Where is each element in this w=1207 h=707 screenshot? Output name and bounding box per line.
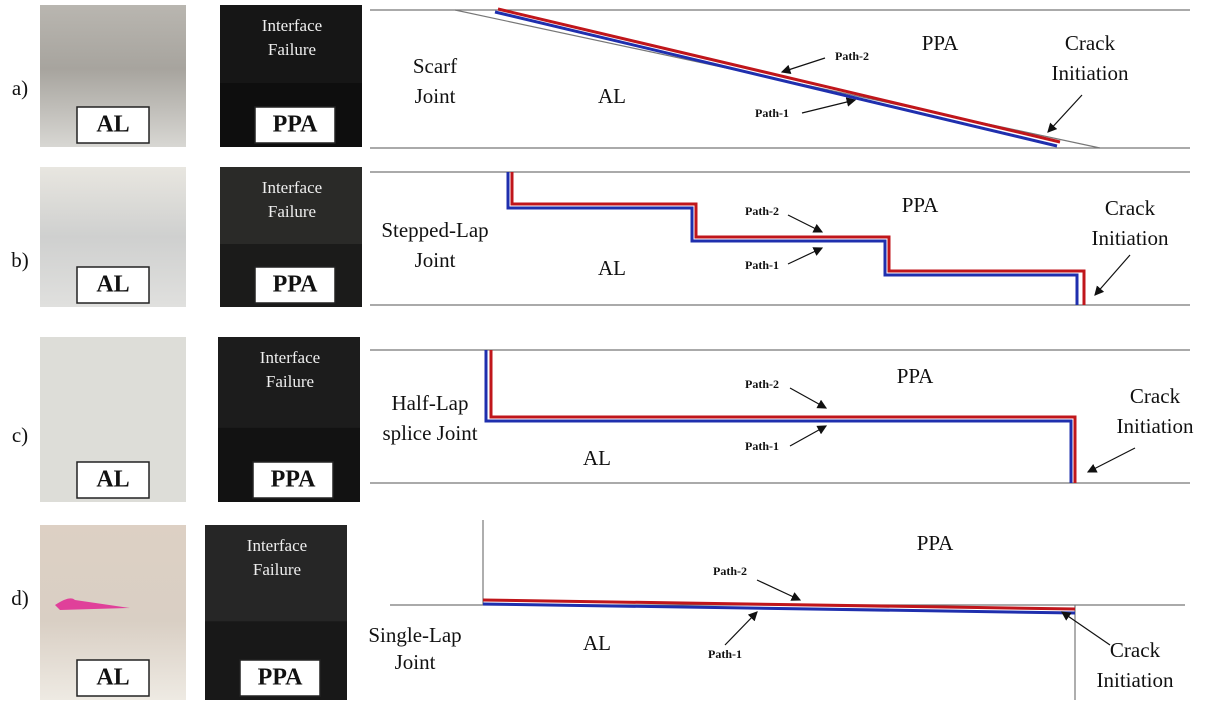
failure-label: Failure [268, 40, 316, 59]
panel-label: a) [12, 76, 28, 100]
arrow [802, 100, 855, 113]
panel: AL PPA Interface Failure a) Scarf Joint AL PPA Cr… [12, 5, 1190, 148]
photo-label: AL [96, 272, 129, 298]
arrow [725, 612, 757, 645]
failure-label: Interface [262, 178, 322, 197]
region-label: PPA [902, 193, 939, 217]
photo-label: AL [96, 665, 129, 691]
region-label: PPA [917, 531, 954, 555]
region-label: AL [598, 256, 626, 280]
joint-name: Half-Lap [392, 391, 469, 415]
crack-label: Crack [1130, 384, 1181, 408]
arrow [1048, 95, 1082, 132]
photo-label: AL [96, 467, 129, 493]
path-label: Path-1 [745, 439, 779, 453]
arrow [1095, 255, 1130, 295]
photo-label: PPA [273, 272, 319, 298]
panel: AL PPA Interface Failure d) Single-Lap Joint AL… [11, 520, 1185, 700]
path-1-line [495, 12, 1057, 146]
path-label: Path-2 [745, 377, 779, 391]
figure: AL PPA Interface Failure a) Scarf Joint AL PPA Cr… [0, 0, 1207, 707]
crack-label: Crack [1105, 196, 1156, 220]
path-2-line [498, 9, 1060, 142]
failure-label: Interface [247, 536, 307, 555]
failure-label: Failure [266, 372, 314, 391]
path-2-line [512, 172, 1084, 305]
photo-label: PPA [273, 112, 319, 138]
region-label: PPA [922, 31, 959, 55]
arrow [1088, 448, 1135, 472]
panel: AL PPA Interface Failure b) Stepped-Lap Joint A… [11, 167, 1190, 307]
arrow [790, 426, 826, 446]
joint-name: splice Joint [382, 421, 477, 445]
panel-label: b) [11, 248, 29, 272]
crack-label: Initiation [1097, 668, 1174, 692]
region-label: AL [583, 446, 611, 470]
arrow [757, 580, 800, 600]
photo-label: PPA [271, 467, 317, 493]
failure-label: Failure [253, 560, 301, 579]
joint-name: Scarf [413, 54, 457, 78]
crack-label: Initiation [1117, 414, 1194, 438]
failure-label: Interface [260, 348, 320, 367]
panel-label: d) [11, 586, 29, 610]
region-label: PPA [897, 364, 934, 388]
joint-name: Stepped-Lap [381, 218, 488, 242]
crack-label: Crack [1065, 31, 1116, 55]
arrow [1062, 612, 1110, 645]
joint-name: Joint [415, 84, 456, 108]
joint-name: Joint [415, 248, 456, 272]
region-label: AL [598, 84, 626, 108]
arrow [782, 58, 825, 72]
path-label: Path-2 [713, 564, 747, 578]
crack-label: Crack [1110, 638, 1161, 662]
path-label: Path-1 [708, 647, 742, 661]
panel-label: c) [12, 423, 28, 447]
path-label: Path-1 [755, 106, 789, 120]
failure-label: Failure [268, 202, 316, 221]
path-2-line [491, 350, 1075, 483]
path-label: Path-1 [745, 258, 779, 272]
panel: AL PPA Interface Failure c) Half-Lap splice Jo… [12, 337, 1194, 502]
joint-name: Joint [395, 650, 436, 674]
crack-label: Initiation [1092, 226, 1169, 250]
photo-label: PPA [258, 665, 304, 691]
arrow [788, 215, 822, 232]
photo-label: AL [96, 112, 129, 138]
region-label: AL [583, 631, 611, 655]
failure-label: Interface [262, 16, 322, 35]
crack-label: Initiation [1052, 61, 1129, 85]
path-label: Path-2 [835, 49, 869, 63]
path-label: Path-2 [745, 204, 779, 218]
arrow [790, 388, 826, 408]
joint-name: Single-Lap [368, 623, 461, 647]
arrow [788, 248, 822, 264]
